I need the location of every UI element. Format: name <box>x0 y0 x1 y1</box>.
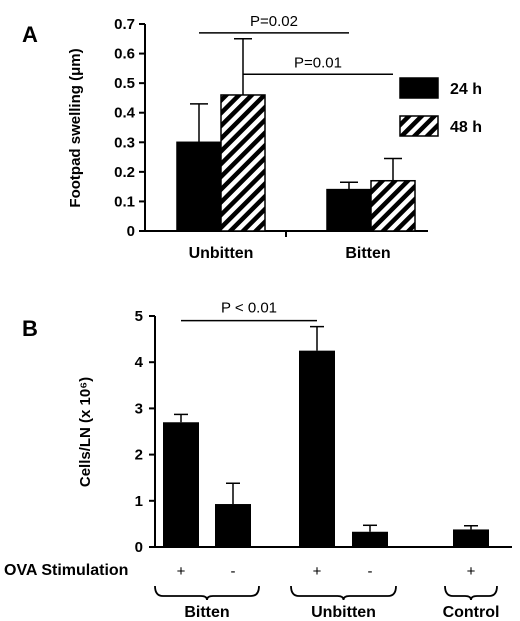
panel-b-bar-unbitten-nostim <box>352 531 388 547</box>
panel-a-chart: A Footpad swelling (μm) 0 0.1 0.2 0.3 0.4 0.5… <box>22 13 482 262</box>
panel-b-y-tick-label: 4 <box>135 354 144 371</box>
panel-a-y-tick-label: 0.5 <box>114 75 135 92</box>
panel-a-y-tick-label: 0.3 <box>114 134 135 151</box>
panel-b-bar-control-stim <box>453 529 489 547</box>
ova-stimulation-label: OVA Stimulation <box>4 562 128 579</box>
panel-b-label: B <box>22 316 38 341</box>
panel-a-y-tick-label: 0.4 <box>114 105 136 122</box>
panel-b-y-tick-label: 0 <box>135 539 143 556</box>
panel-b-bar-bitten-stim <box>163 422 199 547</box>
group-brace <box>444 585 498 601</box>
panel-a-y-axis-label: Footpad swelling (μm) <box>67 48 84 207</box>
panel-a-p-value: P=0.02 <box>250 13 298 30</box>
ova-stimulation-sign: - <box>231 563 236 580</box>
legend-label: 48 h <box>450 119 482 136</box>
group-brace <box>290 585 397 601</box>
panel-b-y-tick-label: 3 <box>135 400 143 417</box>
panel-a-p-value: P=0.01 <box>294 54 342 71</box>
panel-a-y-tick-label: 0.6 <box>114 46 135 63</box>
group-brace <box>154 585 260 601</box>
ova-stimulation-sign: - <box>368 563 373 580</box>
panel-a-bar-bitten-1 <box>370 179 416 232</box>
panel-a-bar-unbitten-0 <box>176 141 222 232</box>
panel-a-bar-bitten-0 <box>326 188 372 232</box>
panel-b-bar-bitten-nostim <box>215 504 251 547</box>
panel-a-bar-unbitten-1 <box>220 94 266 232</box>
panel-b-y-axis-label: Cells/LN (x 10⁶) <box>77 377 94 487</box>
panel-a-y-tick-label: 0.1 <box>114 193 135 210</box>
panel-b-chart: B Cells/LN (x 10⁶) 0 1 2 3 4 5 P < 0.01 OVA S… <box>4 300 512 621</box>
panel-b-y-tick-label: 1 <box>135 493 143 510</box>
panel-b-group-label: Control <box>443 604 500 621</box>
legend-swatch <box>399 77 439 99</box>
panel-a-y-tick-label: 0 <box>127 223 135 240</box>
panel-a-category-label: Bitten <box>345 245 390 262</box>
legend-label: 24 h <box>450 81 482 98</box>
ova-stimulation-sign: + <box>467 563 476 580</box>
panel-a-label: A <box>22 22 38 47</box>
panel-a-y-tick-label: 0.7 <box>114 16 135 33</box>
panel-a-y-tick-label: 0.2 <box>114 164 135 181</box>
legend-swatch <box>399 115 439 137</box>
panel-b-bar-unbitten-stim <box>299 350 335 547</box>
panel-b-group-label: Unbitten <box>311 604 376 621</box>
panel-b-y-tick-label: 2 <box>135 447 143 464</box>
panel-b-p-value: P < 0.01 <box>221 300 277 317</box>
panel-b-group-label: Bitten <box>184 604 229 621</box>
panel-a-category-label: Unbitten <box>189 245 254 262</box>
panel-b-y-tick-label: 5 <box>135 308 143 325</box>
ova-stimulation-sign: + <box>177 563 186 580</box>
ova-stimulation-sign: + <box>313 563 322 580</box>
